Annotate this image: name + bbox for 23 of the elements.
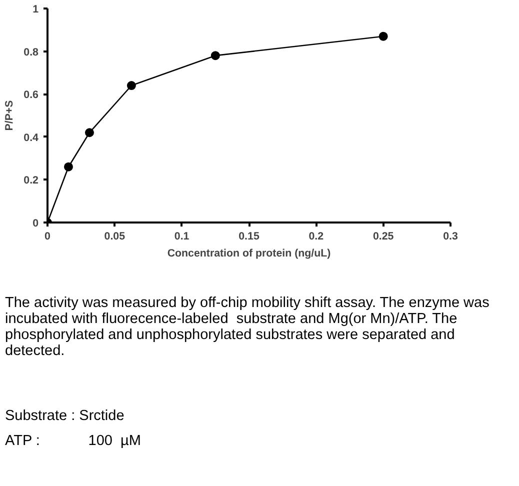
y-axis-title: P/P+S [4, 100, 16, 131]
x-tick-label: 0.05 [104, 230, 126, 242]
y-tick-label: 0.6 [24, 89, 39, 102]
x-tick-label: 0 [44, 230, 51, 242]
y-tick-label: 1 [32, 4, 39, 16]
point [126, 81, 136, 90]
point [378, 32, 388, 41]
x-tick-label: 0.1 [174, 230, 190, 242]
y-tick-label: 0 [32, 218, 39, 230]
point [210, 51, 220, 60]
x-tick-label: 0.25 [372, 230, 394, 242]
x-axis-title: Concentration of protein (ng/uL) [167, 248, 332, 260]
text: ATP : 100 µM [5, 432, 141, 450]
x-tick-label: 0.15 [238, 230, 260, 242]
y-tick-label: 0.2 [24, 174, 39, 187]
x-tick-label: 0.3 [443, 230, 458, 242]
y-tick-label: 0.8 [24, 46, 39, 58]
point [64, 162, 73, 172]
x-tick-label: 0.2 [308, 230, 324, 242]
text: Substrate : Srctide [5, 408, 124, 425]
point [84, 128, 94, 138]
text: The activity was measured by off-chip mobility shift assay. The enzyme was incubated with fluorecence-labeled substrate and Mg(or Mn)/ATP. The phosphorylated and unphosphorylated substrates were separated and detected. [5, 295, 490, 360]
y-tick-label: 0.4 [24, 132, 39, 144]
